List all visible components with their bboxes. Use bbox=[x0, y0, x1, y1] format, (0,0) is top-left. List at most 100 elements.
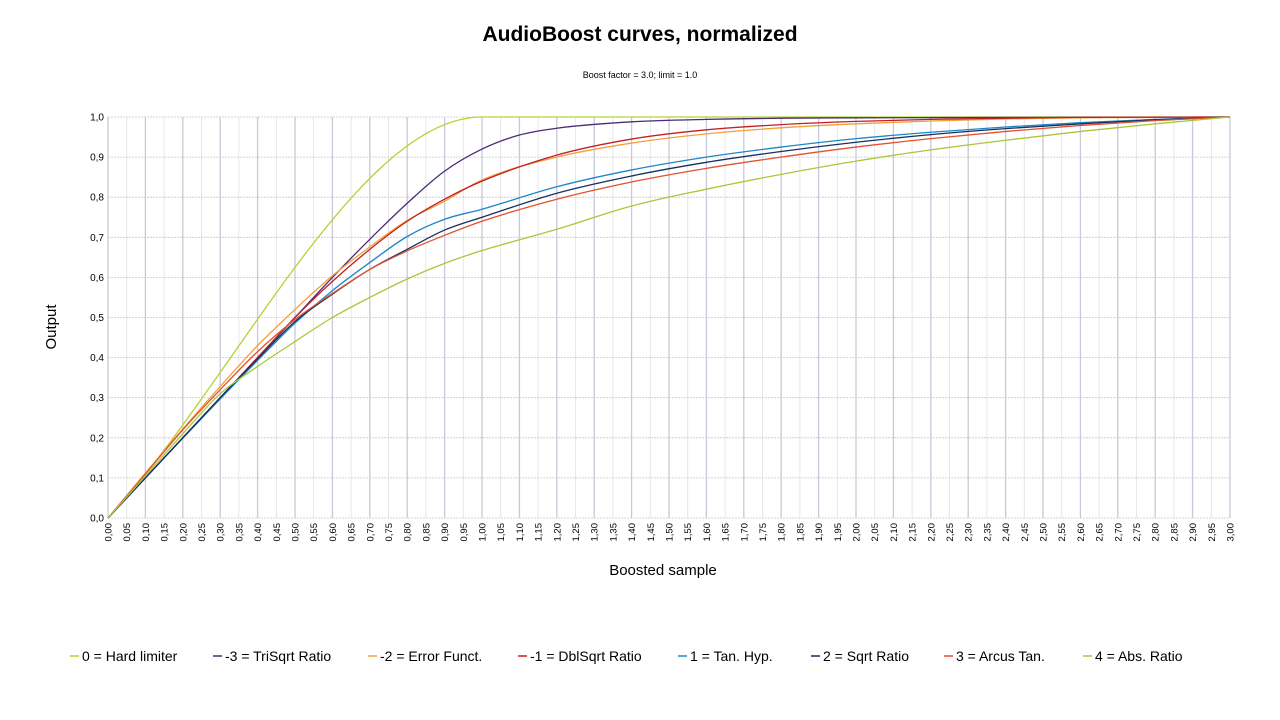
legend-item-6: 3 = Arcus Tan. bbox=[944, 648, 1045, 664]
x-tick-label: 1,80 bbox=[777, 523, 788, 542]
x-tick-label: 1,60 bbox=[702, 523, 713, 542]
legend-item-5: 2 = Sqrt Ratio bbox=[811, 648, 909, 664]
y-tick-label: 0,1 bbox=[90, 473, 104, 484]
x-tick-label: 0,75 bbox=[384, 523, 395, 542]
legend-label: 2 = Sqrt Ratio bbox=[823, 648, 909, 664]
x-tick-label: 0,10 bbox=[141, 523, 152, 542]
series-line-6 bbox=[107, 116, 1231, 519]
x-tick-label: 0,70 bbox=[365, 523, 376, 542]
chart-subtitle: Boost factor = 3.0; limit = 1.0 bbox=[583, 70, 698, 80]
x-tick-label: 2,70 bbox=[1113, 523, 1124, 542]
x-tick-label: 1,55 bbox=[683, 523, 694, 542]
x-tick-label: 2,75 bbox=[1132, 523, 1143, 542]
x-tick-label: 2,05 bbox=[870, 523, 881, 542]
legend-item-7: 4 = Abs. Ratio bbox=[1083, 648, 1183, 664]
x-tick-label: 1,15 bbox=[534, 523, 545, 542]
legend-label: -3 = TriSqrt Ratio bbox=[225, 648, 331, 664]
chart-title: AudioBoost curves, normalized bbox=[482, 23, 797, 46]
x-tick-label: 2,65 bbox=[1095, 523, 1106, 542]
legend-item-3: -1 = DblSqrt Ratio bbox=[518, 648, 642, 664]
x-tick-label: 0,25 bbox=[197, 523, 208, 542]
x-tick-label: 0,40 bbox=[253, 523, 264, 542]
x-tick-label: 1,30 bbox=[590, 523, 601, 542]
x-tick-label: 0,35 bbox=[234, 523, 245, 542]
x-tick-label: 1,45 bbox=[646, 523, 657, 542]
x-tick-label: 1,20 bbox=[552, 523, 563, 542]
legend: 0 = Hard limiter -3 = TriSqrt Ratio -2 = E… bbox=[70, 648, 1183, 664]
x-tick-label: 2,80 bbox=[1151, 523, 1162, 542]
x-tick-label: 1,40 bbox=[627, 523, 638, 542]
series-line-7 bbox=[107, 116, 1231, 519]
x-tick-label: 1,35 bbox=[608, 523, 619, 542]
x-tick-label: 1,75 bbox=[758, 523, 769, 542]
x-tick-label: 2,00 bbox=[852, 523, 863, 542]
x-tick-label: 1,05 bbox=[496, 523, 507, 542]
series-line-5 bbox=[107, 116, 1231, 519]
legend-label: -2 = Error Funct. bbox=[380, 648, 482, 664]
x-tick-label: 0,00 bbox=[104, 523, 115, 542]
y-tick-label: 0,2 bbox=[90, 433, 104, 444]
x-tick-label: 1,95 bbox=[833, 523, 844, 542]
x-tick-label: 0,20 bbox=[178, 523, 189, 542]
y-axis-title: Output bbox=[43, 304, 60, 350]
y-tick-label: 0,3 bbox=[90, 393, 104, 404]
x-tick-label: 2,95 bbox=[1207, 523, 1218, 542]
x-tick-label: 0,50 bbox=[291, 523, 302, 542]
x-tick-label: 2,30 bbox=[964, 523, 975, 542]
x-tick-label: 0,15 bbox=[160, 523, 171, 542]
y-tick-label: 0,9 bbox=[90, 153, 104, 164]
x-tick-label: 1,10 bbox=[515, 523, 526, 542]
series-lines bbox=[107, 116, 1231, 519]
legend-label: 3 = Arcus Tan. bbox=[956, 648, 1045, 664]
legend-item-2: -2 = Error Funct. bbox=[368, 648, 482, 664]
x-tick-label: 2,15 bbox=[908, 523, 919, 542]
x-axis-title: Boosted sample bbox=[609, 562, 717, 579]
x-tick-label: 2,85 bbox=[1169, 523, 1180, 542]
x-tick-label: 0,95 bbox=[459, 523, 470, 542]
legend-item-0: 0 = Hard limiter bbox=[70, 648, 178, 664]
x-tick-label: 1,25 bbox=[571, 523, 582, 542]
x-tick-label: 3,00 bbox=[1226, 523, 1237, 542]
y-tick-label: 1,0 bbox=[90, 113, 104, 124]
legend-label: 0 = Hard limiter bbox=[82, 648, 178, 664]
legend-label: 4 = Abs. Ratio bbox=[1095, 648, 1183, 664]
x-tick-label: 2,90 bbox=[1188, 523, 1199, 542]
legend-item-4: 1 = Tan. Hyp. bbox=[678, 648, 773, 664]
x-tick-label: 2,10 bbox=[889, 523, 900, 542]
x-tick-label: 0,30 bbox=[216, 523, 227, 542]
x-tick-label: 0,65 bbox=[347, 523, 358, 542]
y-tick-label: 0,6 bbox=[90, 273, 104, 284]
x-tick-label: 1,70 bbox=[739, 523, 750, 542]
y-tick-label: 0,4 bbox=[90, 353, 104, 364]
legend-label: 1 = Tan. Hyp. bbox=[690, 648, 773, 664]
x-tick-label: 0,60 bbox=[328, 523, 339, 542]
x-tick-label: 2,20 bbox=[926, 523, 937, 542]
x-tick-label: 2,45 bbox=[1020, 523, 1031, 542]
y-tick-label: 0,7 bbox=[90, 233, 104, 244]
x-tick-label: 2,60 bbox=[1076, 523, 1087, 542]
x-tick-label: 2,50 bbox=[1039, 523, 1050, 542]
x-tick-label: 2,35 bbox=[982, 523, 993, 542]
legend-label: -1 = DblSqrt Ratio bbox=[530, 648, 642, 664]
legend-item-1: -3 = TriSqrt Ratio bbox=[213, 648, 331, 664]
y-tick-label: 0,0 bbox=[90, 514, 104, 525]
y-axis-ticks: 0,0 0,1 0,2 0,3 0,4 0,5 0,6 0,7 0,8 0,9 1,0 bbox=[90, 113, 104, 525]
x-tick-label: 1,50 bbox=[665, 523, 676, 542]
x-tick-label: 1,85 bbox=[795, 523, 806, 542]
y-tick-label: 0,8 bbox=[90, 193, 104, 204]
x-tick-label: 1,00 bbox=[478, 523, 489, 542]
x-tick-label: 0,80 bbox=[403, 523, 414, 542]
x-tick-label: 1,90 bbox=[814, 523, 825, 542]
x-tick-label: 0,85 bbox=[421, 523, 432, 542]
x-tick-label: 0,05 bbox=[122, 523, 133, 542]
x-tick-label: 0,90 bbox=[440, 523, 451, 542]
y-tick-label: 0,5 bbox=[90, 313, 104, 324]
x-tick-label: 2,40 bbox=[1001, 523, 1012, 542]
x-tick-label: 2,55 bbox=[1057, 523, 1068, 542]
x-tick-label: 1,65 bbox=[721, 523, 732, 542]
x-tick-label: 2,25 bbox=[945, 523, 956, 542]
grid bbox=[107, 116, 1231, 519]
x-tick-label: 0,55 bbox=[309, 523, 320, 542]
x-tick-label: 0,45 bbox=[272, 523, 283, 542]
